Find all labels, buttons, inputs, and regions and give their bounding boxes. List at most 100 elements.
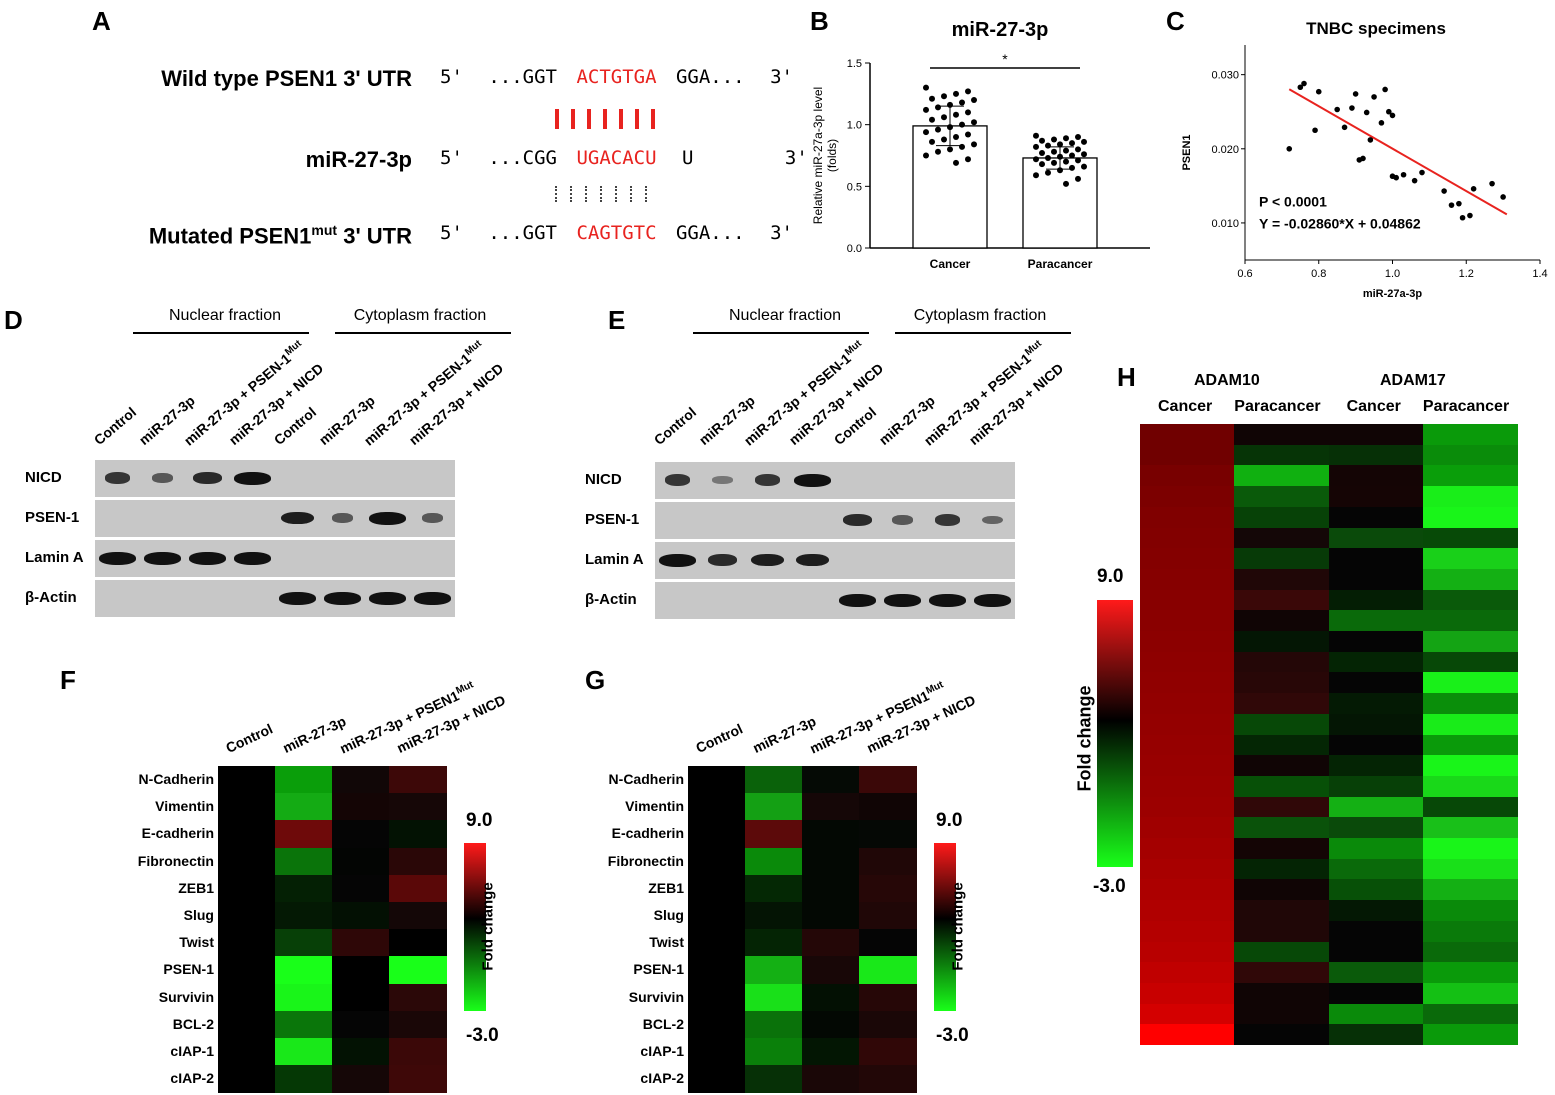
heatmap-cell — [1140, 631, 1235, 653]
heatmap-cell — [218, 1065, 276, 1093]
heatmap-cell — [332, 929, 390, 957]
heatmap-cell — [1140, 817, 1235, 839]
heatmap-cell — [1328, 920, 1424, 942]
blot-strip — [655, 582, 1015, 619]
colorbar-label: Fold change — [949, 882, 967, 971]
panel-label-b: B — [810, 6, 829, 36]
heatmap-cell — [802, 1038, 860, 1066]
heatmap-cell — [332, 983, 390, 1012]
data-point — [1033, 132, 1039, 139]
protein-band — [324, 591, 361, 605]
colorbar-max: 9.0 — [936, 810, 963, 831]
heatmap-cell — [1140, 775, 1235, 798]
heatmap-h-column-label: Cancer — [1158, 398, 1213, 415]
y-tick-label: 1.0 — [847, 120, 862, 132]
blot-strip — [655, 502, 1015, 539]
data-point — [929, 116, 935, 123]
heatmap-cell — [275, 929, 333, 957]
regression-line — [1288, 88, 1508, 216]
heatmap-cell — [1140, 568, 1235, 591]
heatmap-cell — [1328, 506, 1424, 528]
data-point — [959, 143, 965, 150]
heatmap-cell — [1234, 548, 1330, 570]
colorbar-max: 9.0 — [466, 810, 493, 831]
heatmap-cell — [1234, 672, 1330, 694]
heatmap-cell — [389, 929, 447, 957]
gene-label: Twist — [649, 934, 684, 951]
heatmap-cell — [1140, 713, 1235, 735]
mutated-label: Mutated PSEN1mut 3' UTR — [148, 222, 412, 249]
data-point — [1286, 145, 1293, 152]
heatmap-cell — [1234, 775, 1330, 798]
protein-band — [189, 551, 226, 565]
mismatch-dashes — [555, 186, 647, 202]
heatmap-cell — [1328, 527, 1424, 549]
heatmap-cell — [1328, 941, 1424, 963]
heatmap-cell — [859, 1038, 917, 1066]
gene-label: Vimentin — [625, 798, 684, 815]
data-point — [965, 131, 971, 138]
data-point — [923, 106, 929, 113]
heatmap-cell — [389, 902, 447, 930]
protein-band — [422, 513, 443, 523]
heatmap-cell — [745, 1038, 803, 1066]
heatmap-cell — [1422, 486, 1518, 508]
blot-strip — [95, 500, 455, 537]
protein-band — [234, 551, 271, 565]
heatmap-cell — [1422, 527, 1518, 549]
protein-band — [839, 593, 876, 607]
heatmap-cell — [1328, 610, 1424, 632]
heatmap-cell — [1422, 817, 1518, 839]
data-point — [1063, 158, 1069, 165]
gene-label: cIAP-1 — [640, 1043, 684, 1059]
x-tick-label: 0.6 — [1237, 268, 1252, 280]
data-point — [1419, 169, 1425, 176]
heatmap-cell — [389, 766, 447, 794]
heatmap-h-column-label: Paracancer — [1422, 398, 1510, 415]
protein-band — [974, 593, 1011, 607]
data-point — [1441, 188, 1447, 194]
heatmap-cell — [1422, 713, 1518, 735]
gene-label: Fibronectin — [137, 852, 214, 869]
y-tick-label: 0.030 — [1211, 70, 1239, 82]
heatmap-cell — [1328, 713, 1424, 735]
data-point — [935, 126, 941, 133]
heatmap-cell — [1234, 817, 1330, 839]
cytoplasm-fraction-line — [895, 332, 1071, 334]
heatmap-cell — [1422, 982, 1518, 1005]
data-point — [1039, 150, 1045, 157]
gene-label: Slug — [183, 907, 214, 923]
heatmap-cell — [1140, 424, 1235, 446]
data-point — [1033, 172, 1039, 179]
heatmap-cell — [745, 847, 803, 876]
heatmap-cell — [1140, 858, 1235, 880]
scatter-chart-c: TNBC specimens 0.6 0.8 1.0 1.2 1.4 0.010 0.020 0… — [1181, 19, 1548, 300]
heatmap-cell — [1234, 568, 1330, 591]
data-point — [1411, 177, 1418, 184]
heatmap-cell — [1422, 672, 1518, 694]
heatmap-cell — [688, 983, 746, 1012]
panel-label-a: A — [92, 6, 111, 36]
blot-strip — [655, 542, 1015, 579]
heatmap-cell — [218, 902, 276, 930]
data-point — [1352, 91, 1359, 97]
heatmap-cell — [332, 902, 390, 930]
heatmap-cell — [802, 1010, 860, 1039]
heatmap-cell — [1328, 755, 1424, 777]
heatmap-cell — [1422, 858, 1518, 880]
heatmap-cell — [1422, 693, 1518, 715]
data-point — [1033, 156, 1039, 163]
heatmap-cell — [275, 902, 333, 930]
gene-label: ZEB1 — [648, 879, 684, 896]
data-point — [935, 104, 941, 111]
heatmap-cell — [1234, 962, 1330, 984]
protein-band — [104, 472, 131, 484]
heatmap-cell — [1234, 444, 1330, 466]
data-point — [971, 141, 977, 148]
nuclear-fraction-title: Nuclear fraction — [168, 307, 282, 324]
heatmap-cell — [1422, 589, 1518, 611]
data-point — [1349, 105, 1355, 111]
heatmap-cell — [1422, 796, 1518, 818]
data-point — [965, 156, 971, 163]
heatmap-cell — [688, 929, 746, 957]
